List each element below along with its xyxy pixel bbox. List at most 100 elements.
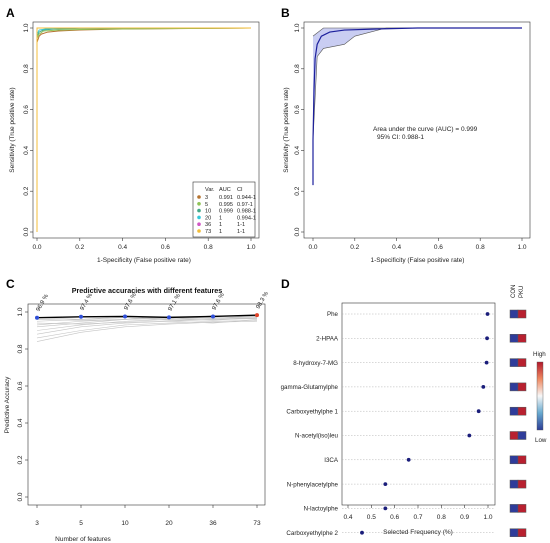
y-tick-label: 0.0 bbox=[294, 227, 301, 236]
x-tick-label: 0.6 bbox=[161, 244, 170, 251]
x-axis-label: 1-Specificity (False positive rate) bbox=[97, 257, 191, 264]
legend-var: 10 bbox=[205, 209, 211, 215]
heat-cell bbox=[517, 334, 527, 343]
heat-cell bbox=[517, 406, 527, 416]
mean-accuracy-line bbox=[36, 314, 258, 319]
feature-label: 8-hydroxy-7-MG bbox=[293, 360, 338, 367]
x-tick-label: 0.8 bbox=[204, 244, 213, 251]
x-tick-label: 0.4 bbox=[343, 514, 352, 521]
feature-label: gamma-Glutamylphe bbox=[281, 384, 339, 391]
panel-label-b: B bbox=[281, 6, 290, 20]
frequency-point bbox=[467, 433, 472, 438]
accuracy-point bbox=[167, 315, 171, 320]
plot-frame bbox=[32, 21, 260, 239]
panel-a-roc-by-variables: 0.0 0.0 0.2 0.2 0.4 0.4 0.6 0.6 0.8 0.8 1.0 1.0 1-Sp… bbox=[9, 21, 260, 264]
x-tick-label: 1.0 bbox=[246, 244, 255, 251]
legend-ci: 0.994-1 bbox=[237, 215, 256, 221]
y-tick-label: 1.0 bbox=[17, 307, 24, 316]
x-tick-label: 0.6 bbox=[390, 514, 399, 521]
heat-cell bbox=[509, 382, 519, 392]
x-axis-label: 1-Specificity (False positive rate) bbox=[371, 257, 465, 264]
legend-swatch bbox=[197, 215, 201, 220]
group-label: PKU bbox=[519, 286, 525, 298]
heat-cell bbox=[509, 479, 519, 489]
plot-frame bbox=[27, 303, 266, 506]
colorbar-high-label: High bbox=[533, 351, 546, 358]
heat-cell bbox=[517, 382, 527, 392]
legend-auc: 1 bbox=[219, 215, 222, 221]
y-tick-label: 0.6 bbox=[17, 381, 24, 390]
x-tick-label: 1.0 bbox=[483, 514, 492, 521]
ci-band bbox=[313, 28, 522, 141]
panel-c-predictive-accuracy: Predictive accuracies with different fea… bbox=[4, 286, 270, 543]
heat-cell bbox=[517, 479, 527, 489]
legend-swatch bbox=[197, 208, 201, 213]
y-axis-label: Predictive Accuracy bbox=[4, 376, 11, 433]
y-tick-label: 0.0 bbox=[17, 492, 24, 501]
x-tick-label: 3 bbox=[35, 520, 39, 527]
frequency-point bbox=[481, 385, 486, 389]
accuracy-point bbox=[35, 315, 39, 320]
plot-frame bbox=[341, 302, 496, 506]
cv-run-line bbox=[36, 317, 258, 331]
cv-run-line bbox=[36, 319, 258, 335]
colorbar-low-label: Low bbox=[535, 437, 547, 444]
legend-swatch bbox=[197, 229, 201, 233]
y-tick-label: 0.8 bbox=[17, 344, 24, 353]
group-label: CON bbox=[511, 285, 517, 298]
y-tick-label: 1.0 bbox=[23, 23, 30, 32]
legend-auc: 0.991 bbox=[219, 195, 233, 201]
frequency-point bbox=[476, 409, 481, 414]
feature-label: Carboxyethylphe 2 bbox=[286, 530, 338, 537]
x-tick-label: 0.8 bbox=[476, 244, 485, 251]
x-tick-label: 0.2 bbox=[350, 244, 359, 251]
frequency-point bbox=[484, 360, 489, 365]
y-axis-label: Sensitivity (True positive rate) bbox=[283, 87, 290, 172]
heat-cell bbox=[509, 358, 519, 367]
accuracy-label: 97.4 % bbox=[80, 292, 95, 312]
colorbar bbox=[536, 361, 544, 431]
frequency-point bbox=[383, 506, 388, 511]
y-tick-label: 0.2 bbox=[23, 186, 30, 195]
legend-ci: 1-1 bbox=[237, 222, 245, 228]
legend-ci: 1-1 bbox=[237, 229, 245, 235]
frequency-point bbox=[406, 457, 411, 462]
frequency-point bbox=[360, 530, 364, 535]
heat-cell bbox=[509, 406, 519, 416]
y-tick-label: 0.2 bbox=[17, 455, 24, 464]
heat-cell bbox=[517, 455, 527, 465]
x-tick-label: 0.2 bbox=[75, 244, 84, 251]
x-tick-label: 0.5 bbox=[367, 514, 376, 521]
cv-run-line bbox=[36, 320, 258, 342]
roc-curve bbox=[312, 27, 522, 186]
x-tick-label: 0.4 bbox=[118, 244, 127, 251]
x-tick-label: 0.8 bbox=[437, 514, 446, 521]
x-tick-label: 73 bbox=[253, 520, 261, 527]
y-tick-label: 0.4 bbox=[294, 146, 301, 155]
panel-b-roc-with-ci: 0.0 0.0 0.2 0.2 0.4 0.4 0.6 0.6 0.8 0.8 1.0 1.0 1-Sp… bbox=[283, 21, 531, 264]
feature-label: I3CA bbox=[324, 457, 339, 464]
x-tick-label: 0.0 bbox=[308, 244, 317, 251]
frequency-point bbox=[383, 482, 388, 486]
y-tick-label: 0.0 bbox=[23, 227, 30, 236]
y-tick-label: 0.2 bbox=[294, 186, 301, 195]
feature-label: N-phenylacetylphe bbox=[287, 481, 339, 488]
frequency-point bbox=[485, 336, 489, 341]
y-axis-label: Sensitivity (True positive rate) bbox=[9, 87, 16, 172]
heat-cell bbox=[509, 431, 519, 440]
x-tick-label: 0.9 bbox=[460, 514, 469, 521]
y-tick-label: 0.6 bbox=[294, 105, 301, 114]
accuracy-label: 97.1 % bbox=[168, 293, 183, 313]
accuracy-point bbox=[123, 314, 127, 319]
accuracy-label: 96.9 % bbox=[36, 293, 51, 313]
x-axis-label: Number of features bbox=[55, 536, 111, 543]
y-tick-label: 0.8 bbox=[294, 64, 301, 73]
y-tick-label: 0.4 bbox=[17, 418, 24, 427]
feature-label: N-acetyl(iso)leu bbox=[295, 433, 339, 440]
heat-cell bbox=[509, 504, 519, 513]
x-tick-label: 0.7 bbox=[413, 514, 422, 521]
legend-swatch bbox=[197, 195, 201, 199]
y-tick-label: 0.4 bbox=[23, 146, 30, 155]
